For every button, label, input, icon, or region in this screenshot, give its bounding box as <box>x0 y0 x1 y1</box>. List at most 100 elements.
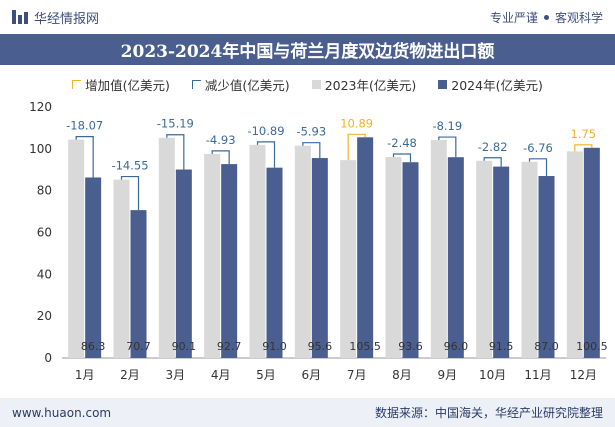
y-tick-label: 20 <box>37 309 52 323</box>
data-label-2024: 86.3 <box>81 340 106 353</box>
decrease-bracket <box>302 142 321 159</box>
bar-2023 <box>113 179 130 358</box>
x-tick-label: 7月 <box>347 368 367 382</box>
change-label: -6.76 <box>523 141 553 155</box>
bar-2024 <box>447 157 464 358</box>
legend-2024-swatch <box>438 79 448 89</box>
data-label-2024: 105.5 <box>349 340 381 353</box>
bar-2024 <box>357 137 374 358</box>
decrease-bracket <box>166 134 185 170</box>
x-tick-label: 4月 <box>211 368 231 382</box>
decrease-bracket <box>256 141 276 168</box>
bar-2023 <box>385 156 402 358</box>
bar-2024 <box>130 210 147 358</box>
legend-2024-label: 2024年(亿美元) <box>451 77 543 93</box>
tagline-right: 客观科学 <box>554 10 603 25</box>
data-label-2024: 90.1 <box>172 340 197 353</box>
change-label: 1.75 <box>571 127 597 141</box>
brand-logo-icon <box>12 10 28 24</box>
chart-plot: 0 20 40 60 80 100 120 1月 86.3 -18.07 2月 70.7 -14.55 3… <box>29 100 608 382</box>
change-label: 10.89 <box>340 116 373 130</box>
y-tick-label: 100 <box>29 142 52 156</box>
x-tick-label: 10月 <box>479 368 506 382</box>
data-label-2024: 87.0 <box>534 340 559 353</box>
bar-2024 <box>85 177 102 358</box>
legend-item-decrease: 减少值(亿美元) <box>191 74 290 94</box>
top-bar: 华经情报网 专业严谨 客观科学 <box>0 0 615 34</box>
increase-bracket <box>347 133 366 161</box>
bar-2023 <box>430 140 447 358</box>
tagline: 专业严谨 客观科学 <box>490 9 603 26</box>
data-label-2024: 91.0 <box>262 340 287 353</box>
brand: 华经情报网 <box>12 8 99 27</box>
legend-2023-swatch <box>311 79 321 89</box>
x-tick-label: 1月 <box>75 368 95 382</box>
legend-decrease-swatch <box>191 79 201 89</box>
increase-bracket <box>574 144 593 152</box>
legend-item-2024: 2024年(亿美元) <box>438 74 543 94</box>
data-label-2024: 92.7 <box>217 340 242 353</box>
bar-2023 <box>566 151 583 358</box>
decrease-bracket <box>528 158 548 177</box>
tagline-dot-icon <box>543 14 549 20</box>
legend-increase-label: 增加值(亿美元) <box>85 77 170 93</box>
bar-2024 <box>266 167 283 358</box>
decrease-bracket <box>75 136 94 178</box>
change-label: -2.82 <box>478 140 508 154</box>
change-label: -10.89 <box>247 124 284 138</box>
bar-2023 <box>158 137 175 358</box>
x-tick-label: 11月 <box>524 368 551 382</box>
data-label-2024: 95.6 <box>308 340 333 353</box>
legend-item-increase: 增加值(亿美元) <box>72 74 170 94</box>
bar-2024 <box>221 164 238 358</box>
bar-2023 <box>521 161 538 358</box>
decrease-bracket <box>483 157 502 167</box>
change-label: -18.07 <box>66 119 103 133</box>
bar-2024 <box>583 147 600 358</box>
y-tick-label: 120 <box>29 100 52 114</box>
decrease-bracket <box>120 175 140 211</box>
footer: www.huaon.com 数据来源：中国海关，华经产业研究院整理 <box>0 398 615 427</box>
decrease-bracket <box>211 150 230 165</box>
bar-2023 <box>476 160 493 358</box>
bar-2023 <box>294 145 311 358</box>
change-label: -15.19 <box>157 117 194 131</box>
bar-2023 <box>204 153 221 358</box>
data-label-2024: 91.5 <box>489 340 514 353</box>
change-label: -2.48 <box>387 136 417 150</box>
footer-website: www.huaon.com <box>12 405 112 420</box>
decrease-bracket <box>392 153 412 163</box>
legend-2023-label: 2023年(亿美元) <box>324 77 417 93</box>
x-tick-label: 3月 <box>166 368 186 382</box>
data-label-2024: 100.5 <box>576 340 608 353</box>
x-tick-label: 9月 <box>438 368 458 382</box>
chart-title: 2023-2024年中国与荷兰月度双边货物进出口额 <box>120 42 495 62</box>
bar-2024 <box>311 158 328 358</box>
change-label: -8.19 <box>432 119 462 133</box>
brand-name: 华经情报网 <box>34 11 100 27</box>
data-label-2024: 93.6 <box>398 340 423 353</box>
y-tick-label: 0 <box>44 351 52 365</box>
tagline-left: 专业严谨 <box>489 10 538 25</box>
change-label: -5.93 <box>296 125 326 139</box>
change-label: -4.93 <box>206 133 236 147</box>
data-label-2024: 96.0 <box>444 340 469 353</box>
change-label: -14.55 <box>111 159 148 173</box>
x-tick-label: 6月 <box>302 368 322 382</box>
bar-2024 <box>538 176 555 358</box>
x-tick-label: 8月 <box>392 368 412 382</box>
legend-decrease-label: 减少值(亿美元) <box>204 77 290 93</box>
bar-2024 <box>493 166 510 358</box>
bar-2023 <box>249 144 266 358</box>
data-label-2024: 70.7 <box>126 340 151 353</box>
x-tick-label: 12月 <box>570 368 597 382</box>
legend-increase-swatch <box>72 79 82 89</box>
bar-2023 <box>340 160 357 358</box>
x-tick-label: 5月 <box>256 368 276 382</box>
decrease-bracket <box>438 136 457 158</box>
legend-item-2023: 2023年(亿美元) <box>311 74 417 94</box>
footer-source: 数据来源：中国海关，华经产业研究院整理 <box>374 406 603 420</box>
y-tick-label: 80 <box>37 184 52 198</box>
chart-legend: 增加值(亿美元) 减少值(亿美元) 2023年(亿美元) 2024年(亿美元) <box>0 74 615 94</box>
bar-2023 <box>68 139 85 358</box>
